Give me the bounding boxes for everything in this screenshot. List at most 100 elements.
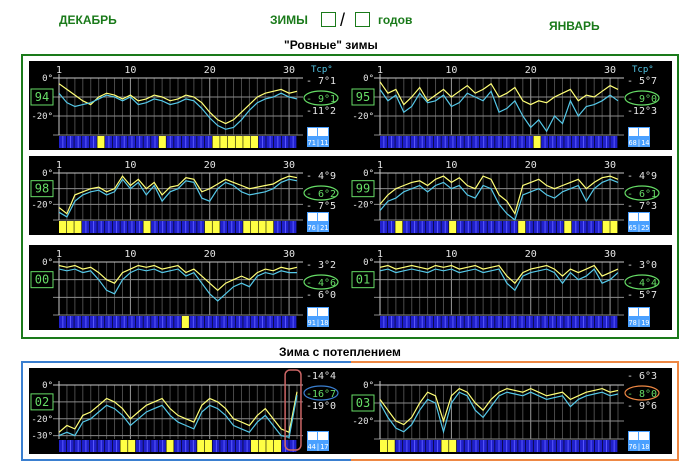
series-line-yellow	[58, 391, 298, 434]
panel-jan-01: 1 10 20 30 0° 01 - 3°0 - 4°4- 5°7 78|19	[350, 245, 672, 330]
day-bar	[258, 440, 266, 452]
year-label-box	[30, 271, 54, 289]
value-bottom: -12°3	[627, 106, 657, 117]
stats-badge-cell	[318, 308, 328, 316]
header-winters: ЗИМЫ / годов	[270, 10, 430, 30]
x-tick-label: 30	[283, 65, 295, 76]
day-bar	[266, 221, 274, 233]
value-mid-oval	[303, 385, 339, 401]
stats-badge-value: 44|17	[307, 443, 328, 451]
day-bar	[449, 440, 457, 452]
day-bar	[518, 221, 526, 233]
day-bar	[602, 221, 610, 233]
day-bar	[59, 221, 67, 233]
day-bar	[243, 136, 251, 148]
y-tick-label: 0°	[363, 74, 374, 84]
day-bar	[533, 136, 541, 148]
day-bar	[610, 221, 618, 233]
stats-badge-value: 78|19	[628, 319, 649, 327]
stats-badge-value: 71|11	[307, 139, 328, 147]
stats-badge-cell	[629, 308, 638, 316]
day-bar	[120, 440, 128, 452]
year-label: 95	[356, 90, 370, 104]
x-tick-label: 1	[377, 65, 383, 76]
x-tick-label: 10	[124, 249, 136, 260]
x-tick-label: 10	[445, 249, 457, 260]
value-mid: -16°7	[306, 389, 336, 400]
x-tick-label: 30	[283, 249, 295, 260]
value-mid: - 9°0	[627, 94, 657, 105]
value-bottom: - 7°3	[627, 201, 657, 212]
x-tick-label: 1	[56, 65, 62, 76]
even-winters-frame	[21, 54, 679, 339]
x-tick-label: 1	[377, 249, 383, 260]
x-tick-label: 10	[124, 160, 136, 171]
day-bar	[204, 221, 212, 233]
year-label-box	[351, 88, 375, 106]
year-label-box	[351, 180, 375, 198]
value-bottom: - 7°5	[306, 201, 336, 212]
day-bar	[97, 136, 105, 148]
year-label-box	[30, 393, 54, 411]
y-tick-label: -20°	[352, 417, 374, 427]
x-tick-label: 10	[445, 65, 457, 76]
day-bar	[181, 316, 189, 328]
unit-label: Tср°	[632, 65, 654, 75]
series-line-cyan	[379, 268, 619, 292]
series-line-cyan	[379, 391, 619, 435]
value-mid: - 9°1	[306, 94, 336, 105]
panel-dec-02: 0° -20° -30° 02 -14°4 -16°7-19°0 44|17	[29, 368, 351, 454]
day-bar	[66, 221, 74, 233]
value-top: - 4°9	[627, 171, 657, 182]
y-tick-label: -30°	[31, 432, 53, 442]
day-bar	[258, 221, 266, 233]
value-mid-oval	[624, 385, 660, 401]
year-label: 94	[35, 90, 49, 104]
value-top: - 6°3	[627, 371, 657, 382]
series-line-yellow	[379, 387, 619, 426]
day-bar	[250, 440, 259, 452]
series-line-yellow	[58, 175, 298, 215]
panel-dec-98: 1 10 20 30 0° -20° 98 - 4°9 - 6°2- 7°5 76|21	[29, 156, 351, 235]
x-tick-label: 20	[204, 249, 216, 260]
stats-badge-cell	[308, 308, 317, 316]
value-mid: - 8°0	[627, 389, 657, 400]
day-bar	[387, 440, 395, 452]
series-line-yellow	[379, 264, 619, 285]
value-bottom: -19°0	[306, 401, 336, 412]
y-tick-label: -20°	[31, 415, 53, 425]
value-mid-oval	[303, 274, 339, 290]
series-line-yellow	[379, 175, 619, 216]
year-label-box	[30, 180, 54, 198]
x-tick-label: 1	[56, 160, 62, 171]
day-bar	[227, 136, 235, 148]
panel-dec-94: 1 10 20 30 0° -20° Tср° 94 - 7°1 - 9°1-11°2 71|11	[29, 61, 351, 150]
series-line-cyan	[58, 268, 297, 302]
x-tick-label: 20	[204, 65, 216, 76]
day-bar	[380, 440, 388, 452]
stats-badge-cell	[639, 432, 649, 440]
warm-winter-frame-left	[21, 361, 351, 461]
series-line-cyan	[58, 178, 298, 218]
section-title-warm: Зима с потеплением	[279, 345, 401, 359]
day-bar	[243, 221, 251, 233]
header-january: ЯНВАРЬ	[549, 19, 600, 33]
day-bar	[250, 136, 259, 148]
day-bar	[449, 221, 457, 233]
value-bottom: - 9°6	[627, 401, 657, 412]
stats-badge-value: 76|18	[628, 443, 649, 451]
value-mid: - 4°6	[306, 278, 336, 289]
year-label: 01	[356, 273, 370, 287]
day-bar	[395, 221, 403, 233]
day-bar	[204, 440, 212, 452]
value-bottom: - 6°0	[306, 290, 336, 301]
year-label: 03	[356, 396, 370, 410]
x-tick-label: 10	[124, 65, 136, 76]
stats-badge-cell	[308, 128, 317, 136]
series-line-cyan	[379, 178, 619, 222]
day-bar	[212, 136, 220, 148]
x-tick-label: 30	[604, 160, 616, 171]
day-bar	[235, 136, 243, 148]
stats-badge-value: 76|21	[307, 224, 328, 232]
x-tick-label: 30	[283, 160, 295, 171]
